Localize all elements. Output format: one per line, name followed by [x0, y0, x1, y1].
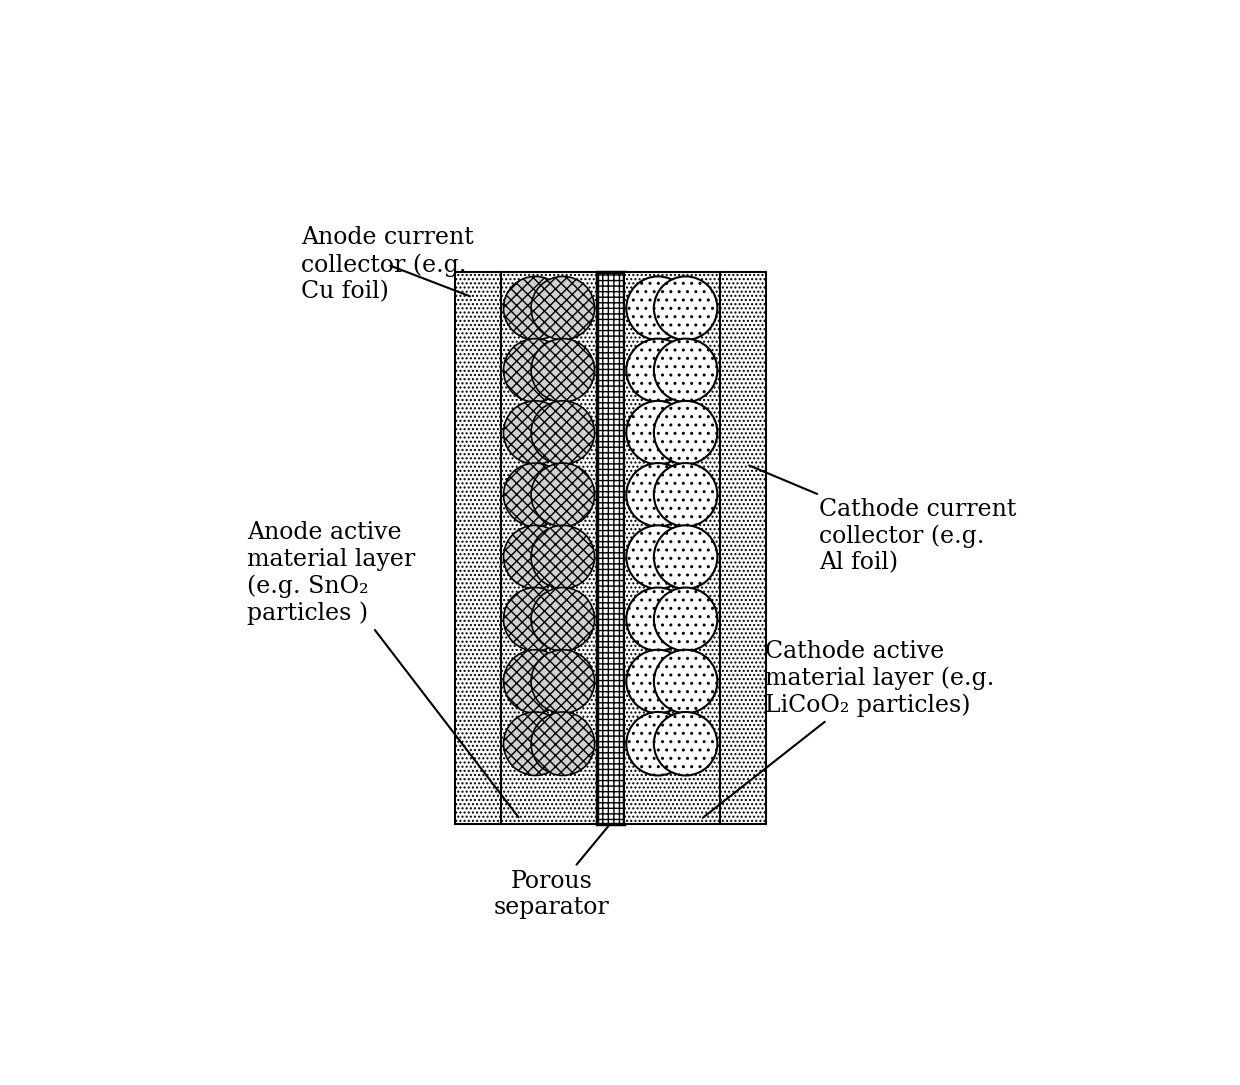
Circle shape	[626, 650, 689, 713]
Circle shape	[626, 339, 689, 403]
Circle shape	[653, 400, 718, 464]
Text: Anode active
material layer
(e.g. SnO₂
particles ): Anode active material layer (e.g. SnO₂ p…	[247, 521, 518, 817]
Text: Anode current
collector (e.g.
Cu foil): Anode current collector (e.g. Cu foil)	[301, 227, 474, 303]
Circle shape	[503, 525, 567, 589]
Circle shape	[531, 277, 594, 340]
Circle shape	[653, 712, 718, 776]
Circle shape	[653, 277, 718, 340]
Bar	[501, 272, 598, 824]
Circle shape	[653, 525, 718, 589]
Circle shape	[626, 712, 689, 776]
Circle shape	[531, 400, 594, 464]
Circle shape	[626, 400, 689, 464]
Circle shape	[503, 400, 567, 464]
Circle shape	[503, 587, 567, 651]
Text: Cathode current
collector (e.g.
Al foil): Cathode current collector (e.g. Al foil)	[749, 465, 1017, 575]
Circle shape	[531, 463, 594, 526]
Circle shape	[626, 277, 689, 340]
Circle shape	[531, 339, 594, 403]
Text: Porous
separator: Porous separator	[494, 826, 610, 919]
Circle shape	[503, 339, 567, 403]
Circle shape	[626, 587, 689, 651]
Bar	[624, 272, 720, 824]
Circle shape	[531, 587, 594, 651]
Bar	[598, 272, 624, 824]
Text: Cathode active
material layer (e.g.
LiCoO₂ particles): Cathode active material layer (e.g. LiCo…	[703, 640, 994, 818]
Circle shape	[653, 463, 718, 526]
Circle shape	[503, 712, 567, 776]
Circle shape	[503, 463, 567, 526]
Circle shape	[531, 650, 594, 713]
Bar	[455, 272, 501, 824]
Circle shape	[653, 587, 718, 651]
Circle shape	[531, 525, 594, 589]
Circle shape	[503, 650, 567, 713]
Circle shape	[626, 525, 689, 589]
Circle shape	[626, 463, 689, 526]
Circle shape	[653, 339, 718, 403]
Bar	[720, 272, 766, 824]
Circle shape	[653, 650, 718, 713]
Circle shape	[531, 712, 594, 776]
Circle shape	[503, 277, 567, 340]
